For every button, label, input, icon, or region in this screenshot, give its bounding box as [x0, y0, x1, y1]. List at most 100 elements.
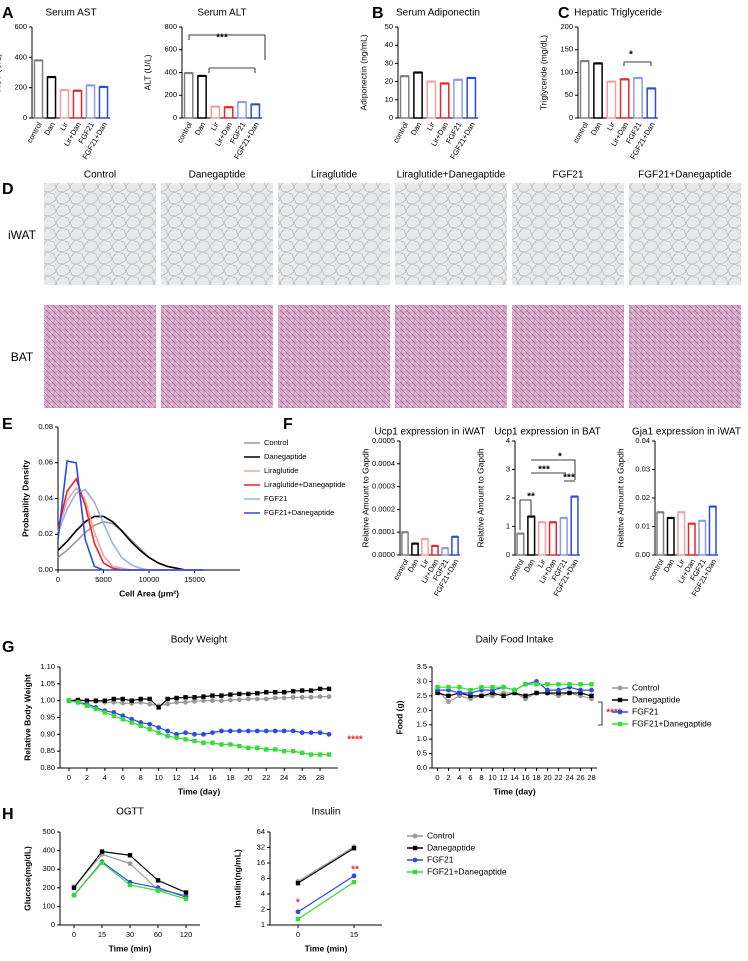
significance-bracket: [598, 701, 603, 726]
chart-title: Hepatic Triglyceride: [574, 8, 662, 19]
legend-label: Danegaptide: [632, 694, 680, 704]
bar: [46, 76, 57, 119]
x-tick-label: Lir: [209, 120, 221, 132]
panel-label: A: [2, 5, 14, 22]
point: [147, 727, 152, 732]
y-tick-label: 800: [164, 22, 177, 31]
point: [308, 730, 314, 736]
bar: [579, 60, 590, 119]
y-tick-label: 400: [14, 52, 27, 61]
legend-marker: [617, 685, 623, 691]
point: [165, 696, 170, 702]
point: [589, 693, 594, 699]
point: [308, 752, 314, 757]
histology-columns: Control Danegaptide Liraglutide Liraglutide…: [44, 170, 741, 408]
row-label: iWAT: [8, 228, 37, 242]
y-tick-label: 0.00: [635, 550, 650, 559]
x-tick-label: 0: [56, 575, 60, 584]
y-tick-label: 200: [560, 22, 573, 31]
point: [308, 694, 314, 700]
point: [147, 696, 152, 702]
chart-title: Gja1 expression in iWAT: [632, 427, 741, 438]
x-tick-label: control: [571, 120, 590, 144]
bar: [411, 542, 419, 556]
x-tick-label: Dan: [193, 120, 208, 136]
annotation: ****: [606, 708, 622, 719]
x-tick-label: 0: [296, 930, 300, 939]
x-tick-label: 4: [103, 773, 107, 782]
x-tick-label: 8: [139, 773, 143, 782]
bar: [633, 77, 643, 119]
point: [183, 737, 188, 742]
point: [295, 880, 301, 886]
point: [183, 699, 188, 705]
column-label: Liraglutide+Danegaptide: [397, 170, 506, 181]
annotation: **: [351, 865, 359, 876]
legend-label: FGF21: [632, 706, 659, 716]
point: [99, 860, 105, 865]
y-tick-label: 10: [385, 95, 393, 104]
y-axis-label: Triglyceride (mg/dL): [538, 35, 548, 110]
panel-label: H: [2, 806, 14, 823]
y-tick-label: 200: [164, 90, 177, 99]
point: [457, 685, 462, 690]
point: [174, 735, 179, 740]
legend-marker: [412, 857, 418, 863]
legend-label: FGF21: [264, 494, 287, 503]
column-label: Danegaptide: [189, 170, 246, 181]
y-tick-label: 0.95: [40, 712, 55, 721]
point: [281, 690, 287, 695]
bar: [33, 59, 44, 119]
point: [138, 723, 143, 729]
point: [264, 747, 269, 752]
point: [102, 710, 108, 715]
bar: [516, 532, 525, 556]
x-tick-label: 22: [262, 773, 270, 782]
x-tick-label: 0: [67, 773, 71, 782]
point: [263, 728, 269, 734]
point: [219, 728, 224, 734]
point: [210, 693, 215, 698]
y-tick-label: 300: [42, 864, 55, 873]
annotation: *: [629, 50, 633, 61]
y-tick-label: 600: [164, 45, 177, 54]
point: [556, 687, 561, 693]
x-tick-label: 15: [98, 930, 106, 939]
point: [351, 846, 357, 851]
y-tick-label: 1: [506, 521, 510, 530]
iwat-image: [512, 183, 624, 285]
y-axis-label: AST (U/L): [0, 54, 2, 92]
significance-bracket: [188, 34, 266, 60]
point: [165, 733, 170, 739]
point: [156, 730, 161, 735]
point: [512, 690, 517, 696]
chart-title: Serum ALT: [197, 8, 246, 19]
point: [210, 740, 215, 745]
x-tick-label: 24: [565, 773, 573, 782]
significance-bracket: [531, 459, 576, 480]
y-tick-label: 400: [164, 67, 177, 76]
x-tick-label: 2: [85, 773, 89, 782]
point: [317, 730, 323, 736]
point: [446, 699, 451, 705]
x-tick-label: 10: [154, 773, 162, 782]
point: [435, 690, 440, 696]
point: [281, 695, 287, 701]
point: [183, 695, 188, 700]
annotation: ***: [563, 473, 575, 484]
point: [129, 720, 134, 725]
point: [567, 690, 572, 696]
point: [326, 752, 332, 757]
y-tick-label: 64: [257, 827, 265, 836]
legend-marker: [617, 721, 623, 727]
point: [490, 685, 495, 690]
x-tick-label: Dan: [42, 120, 57, 136]
point: [120, 700, 126, 706]
y-tick-label: 0: [51, 920, 55, 929]
x-tick-label: 28: [316, 773, 324, 782]
series-line: [57, 488, 204, 571]
x-tick-label: 22: [554, 773, 562, 782]
bar: [223, 106, 234, 119]
x-tick-label: 18: [226, 773, 234, 782]
point: [468, 693, 473, 699]
